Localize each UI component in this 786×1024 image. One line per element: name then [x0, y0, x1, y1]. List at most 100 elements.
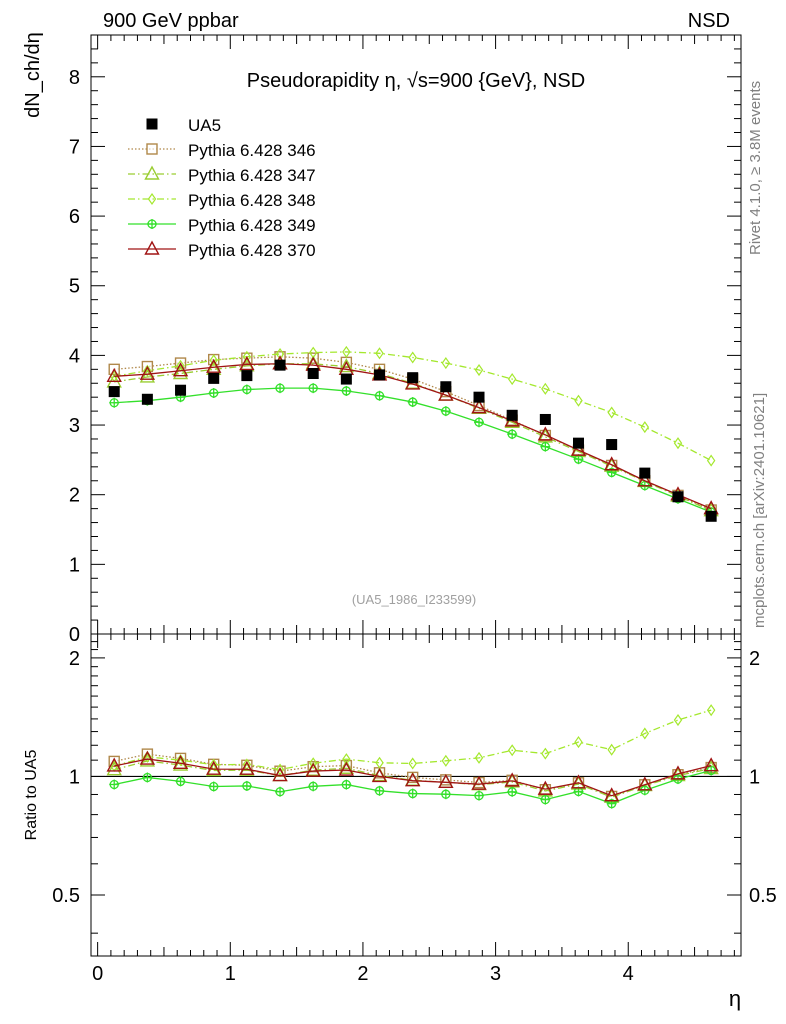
ratio-point	[474, 751, 484, 764]
data-point	[473, 391, 485, 403]
series-point	[570, 441, 587, 456]
y-tick-label: 7	[69, 136, 80, 158]
ratio-point	[640, 727, 650, 740]
legend-label: Pythia 6.428 348	[188, 191, 316, 210]
ratio-line	[114, 709, 712, 771]
y-tick-label: 0	[69, 624, 80, 646]
series-point	[275, 347, 285, 361]
header-right: NSD	[688, 10, 730, 32]
ratio-point	[706, 704, 716, 717]
data-point	[539, 413, 551, 425]
ratio-point	[670, 765, 686, 780]
ratio-point	[109, 779, 120, 790]
legend-label: Pythia 6.428 347	[188, 166, 316, 185]
ratio-point	[338, 759, 355, 774]
x-tick-label: 2	[357, 963, 368, 985]
series-point	[139, 365, 156, 380]
data-point	[440, 381, 452, 393]
ratio-point	[603, 787, 620, 802]
ratio-point	[703, 757, 719, 772]
legend: UA5 Pythia 6.428 346 Pythia 6.428 347 Pythi…	[128, 116, 316, 260]
legend-marker	[147, 219, 157, 229]
y-tick-label: 4	[69, 345, 80, 367]
series-point	[507, 429, 518, 440]
data-point	[705, 510, 717, 522]
ratio-point	[441, 754, 451, 767]
series-point	[603, 456, 620, 471]
series-line	[114, 351, 712, 462]
data-point	[241, 370, 253, 382]
ratio-tick-label-right: 0.5	[749, 885, 777, 907]
ratio-point	[375, 756, 384, 769]
y-tick-label: 3	[69, 415, 80, 437]
data-point	[208, 372, 220, 384]
data-point	[606, 439, 618, 451]
data-point	[141, 393, 153, 405]
series-point	[507, 373, 517, 386]
series-point	[474, 417, 485, 428]
x-axis-label: η	[729, 986, 741, 1011]
analysis-watermark: (UA5_1986_I233599)	[352, 592, 476, 607]
x-tick-label: 0	[92, 963, 103, 985]
ratio-line	[114, 758, 712, 797]
y-tick-label: 2	[69, 485, 80, 507]
ratio-point	[673, 713, 683, 727]
y-tick-label: 8	[69, 67, 80, 89]
series-point	[441, 357, 451, 370]
y-tick-label: 6	[69, 206, 80, 228]
ratio-axis-label: Ratio to UA5	[23, 750, 40, 841]
legend-label-ua5: UA5	[188, 116, 221, 135]
ratio-point	[142, 772, 153, 783]
ratio-point	[106, 761, 122, 776]
series-point	[574, 394, 583, 407]
legend-label: Pythia 6.428 349	[188, 216, 316, 235]
series-point	[438, 386, 454, 401]
ratio-tick-label-right: 2	[749, 648, 760, 670]
legend-marker	[144, 240, 160, 255]
y-tick-label: 1	[69, 554, 80, 576]
ratio-point	[541, 747, 550, 760]
ratio-point	[206, 760, 222, 775]
ratio-point	[607, 743, 616, 756]
ratio-point	[570, 774, 587, 789]
series-point	[208, 388, 219, 399]
series-point	[607, 406, 616, 419]
ratio-point	[208, 781, 219, 792]
data-point	[374, 369, 386, 381]
series-point	[172, 362, 189, 377]
data-point	[639, 467, 651, 479]
series-4	[109, 383, 717, 518]
chart-title: Pseudorapidity η, √s=900 {GeV}, NSD	[247, 70, 585, 92]
legend-label: Pythia 6.428 370	[188, 241, 316, 260]
series-point	[206, 358, 222, 373]
data-point	[274, 359, 286, 371]
ratio-point	[172, 754, 189, 769]
ratio-point	[308, 757, 318, 770]
rivet-version-text: Rivet 4.1.0, ≥ 3.8M events	[747, 81, 764, 255]
ratio-point	[272, 767, 288, 782]
series-point	[139, 368, 156, 383]
mcplots-text: mcplots.cern.ch [arXiv:2401.10621]	[751, 393, 768, 628]
x-tick-label: 4	[623, 963, 634, 985]
series-point	[537, 426, 554, 441]
data-point	[175, 384, 187, 396]
ratio-point	[574, 736, 583, 749]
series-point	[143, 364, 152, 377]
ratio-point	[371, 767, 388, 783]
ratio-point	[408, 757, 417, 770]
ratio-point	[405, 772, 421, 787]
y-tick-label: 5	[69, 276, 80, 298]
ratio-point	[275, 763, 285, 776]
ratio-series-5	[106, 750, 719, 802]
axes: 0 1 2 3 4 0 1 2 3 4 5 6 7 8 0.5 0.5 1 1 2 2	[52, 35, 777, 985]
series-point	[338, 358, 355, 373]
series-point	[706, 454, 716, 467]
ratio-point	[308, 781, 319, 792]
y-axis-label: dN_ch/dη	[22, 32, 44, 118]
data-point	[506, 409, 518, 421]
legend-marker-ua5	[146, 118, 158, 130]
series-line	[114, 363, 712, 510]
data-point	[108, 386, 120, 398]
series-point	[408, 351, 417, 364]
